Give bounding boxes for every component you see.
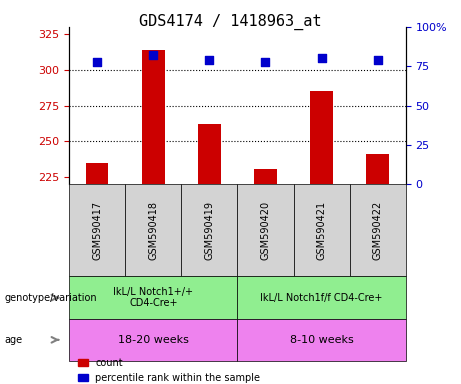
Point [149,52,157,58]
Bar [142,50,165,184]
Bar [254,169,277,184]
Point [318,55,325,61]
Bar [310,91,333,184]
Text: GSM590420: GSM590420 [260,201,271,260]
Legend: count, percentile rank within the sample: count, percentile rank within the sample [74,354,264,384]
Text: GSM590419: GSM590419 [204,201,214,260]
Point [374,57,381,63]
Text: IkL/L Notch1+/+
CD4-Cre+: IkL/L Notch1+/+ CD4-Cre+ [113,287,193,308]
Text: GSM590418: GSM590418 [148,201,158,260]
Text: GSM590422: GSM590422 [372,201,383,260]
Text: IkL/L Notch1f/f CD4-Cre+: IkL/L Notch1f/f CD4-Cre+ [260,293,383,303]
Text: GSM590417: GSM590417 [92,201,102,260]
Text: age: age [5,335,23,345]
Point [206,57,213,63]
Bar [198,124,220,184]
Point [94,58,101,65]
Text: 18-20 weeks: 18-20 weeks [118,335,189,345]
Bar [366,154,389,184]
Text: genotype/variation: genotype/variation [5,293,97,303]
Text: 8-10 weeks: 8-10 weeks [290,335,354,345]
Text: GSM590421: GSM590421 [317,201,326,260]
Text: GDS4174 / 1418963_at: GDS4174 / 1418963_at [139,13,322,30]
Bar [86,163,108,184]
Point [262,58,269,65]
